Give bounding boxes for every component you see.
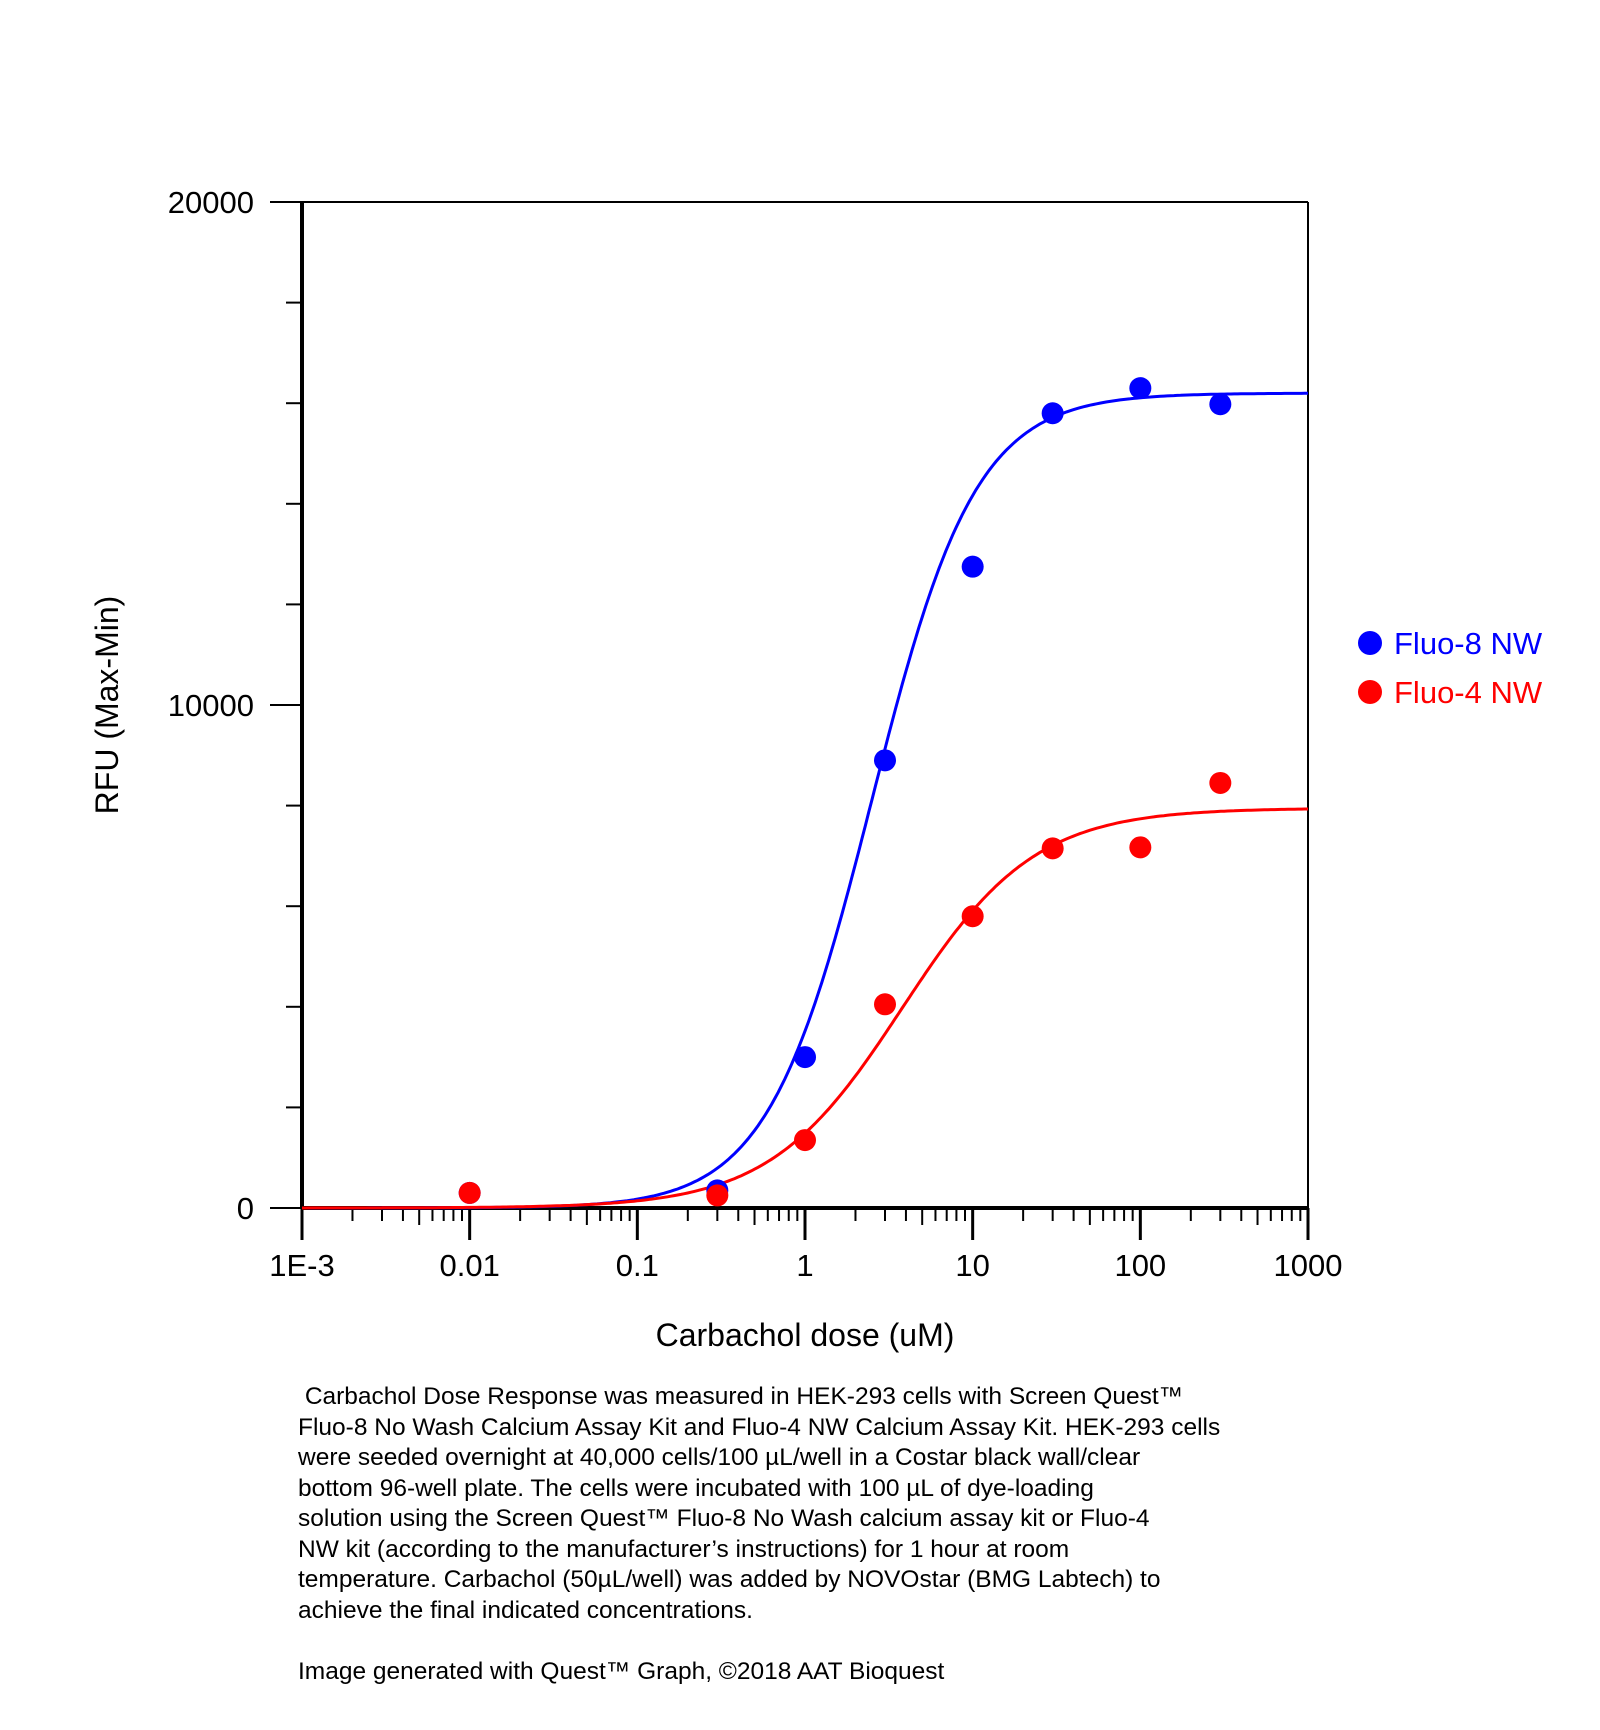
data-point-fluo-4-nw (706, 1184, 729, 1207)
data-point-fluo-8-nw (961, 555, 984, 578)
y-tick-label: 0 (237, 1191, 254, 1226)
data-point-fluo-8-nw (1129, 377, 1152, 400)
data-point-fluo-4-nw (873, 993, 896, 1016)
x-tick-label: 0.1 (616, 1248, 659, 1283)
legend-label: Fluo-4 NW (1394, 675, 1543, 710)
x-tick-label: 100 (1114, 1248, 1166, 1283)
data-point-fluo-4-nw (794, 1129, 816, 1152)
dose-response-chart: 0 10000 20000 1E-3 0.01 0.1 1 10 100 1000 Carbac… (89, 185, 1543, 1353)
fit-curves (302, 391, 1308, 1210)
plot-frame (302, 201, 1309, 1208)
x-tick-label: 0.01 (439, 1248, 499, 1283)
y-axis-title: RFU (Max-Min) (89, 596, 125, 815)
legend-marker (1358, 680, 1382, 704)
data-point-fluo-4-nw (1209, 771, 1232, 794)
fit-curve-fluo-8-nw (302, 391, 1308, 1210)
data-point-fluo-4-nw (961, 905, 984, 928)
data-point-fluo-4-nw (1129, 836, 1152, 859)
data-point-fluo-8-nw (1041, 402, 1064, 425)
credit-line: Image generated with Quest™ Graph, ©2018… (298, 1658, 945, 1685)
x-tick-label: 10 (955, 1248, 989, 1283)
x-tick-label: 1E-3 (269, 1248, 334, 1283)
data-point-fluo-8-nw (1209, 393, 1232, 416)
x-axis-title: Carbachol dose (uM) (656, 1317, 955, 1353)
y-tick-label: 20000 (168, 185, 254, 220)
legend-label: Fluo-8 NW (1394, 626, 1543, 661)
x-tick-label: 1 (796, 1248, 813, 1283)
data-points (458, 377, 1232, 1207)
x-axis: 1E-3 0.01 0.1 1 10 100 1000 (269, 1206, 1343, 1283)
x-tick-label: 1000 (1274, 1248, 1343, 1283)
legend-marker (1358, 631, 1382, 655)
y-tick-label: 10000 (168, 688, 254, 723)
y-axis: 0 10000 20000 (168, 185, 304, 1226)
data-point-fluo-4-nw (458, 1181, 481, 1204)
legend: Fluo-8 NW Fluo-4 NW (1358, 626, 1543, 710)
figure-caption: Carbachol Dose Response was measured in … (298, 1383, 1221, 1624)
data-point-fluo-8-nw (794, 1046, 816, 1069)
data-point-fluo-8-nw (873, 749, 896, 772)
data-point-fluo-4-nw (1041, 837, 1064, 860)
